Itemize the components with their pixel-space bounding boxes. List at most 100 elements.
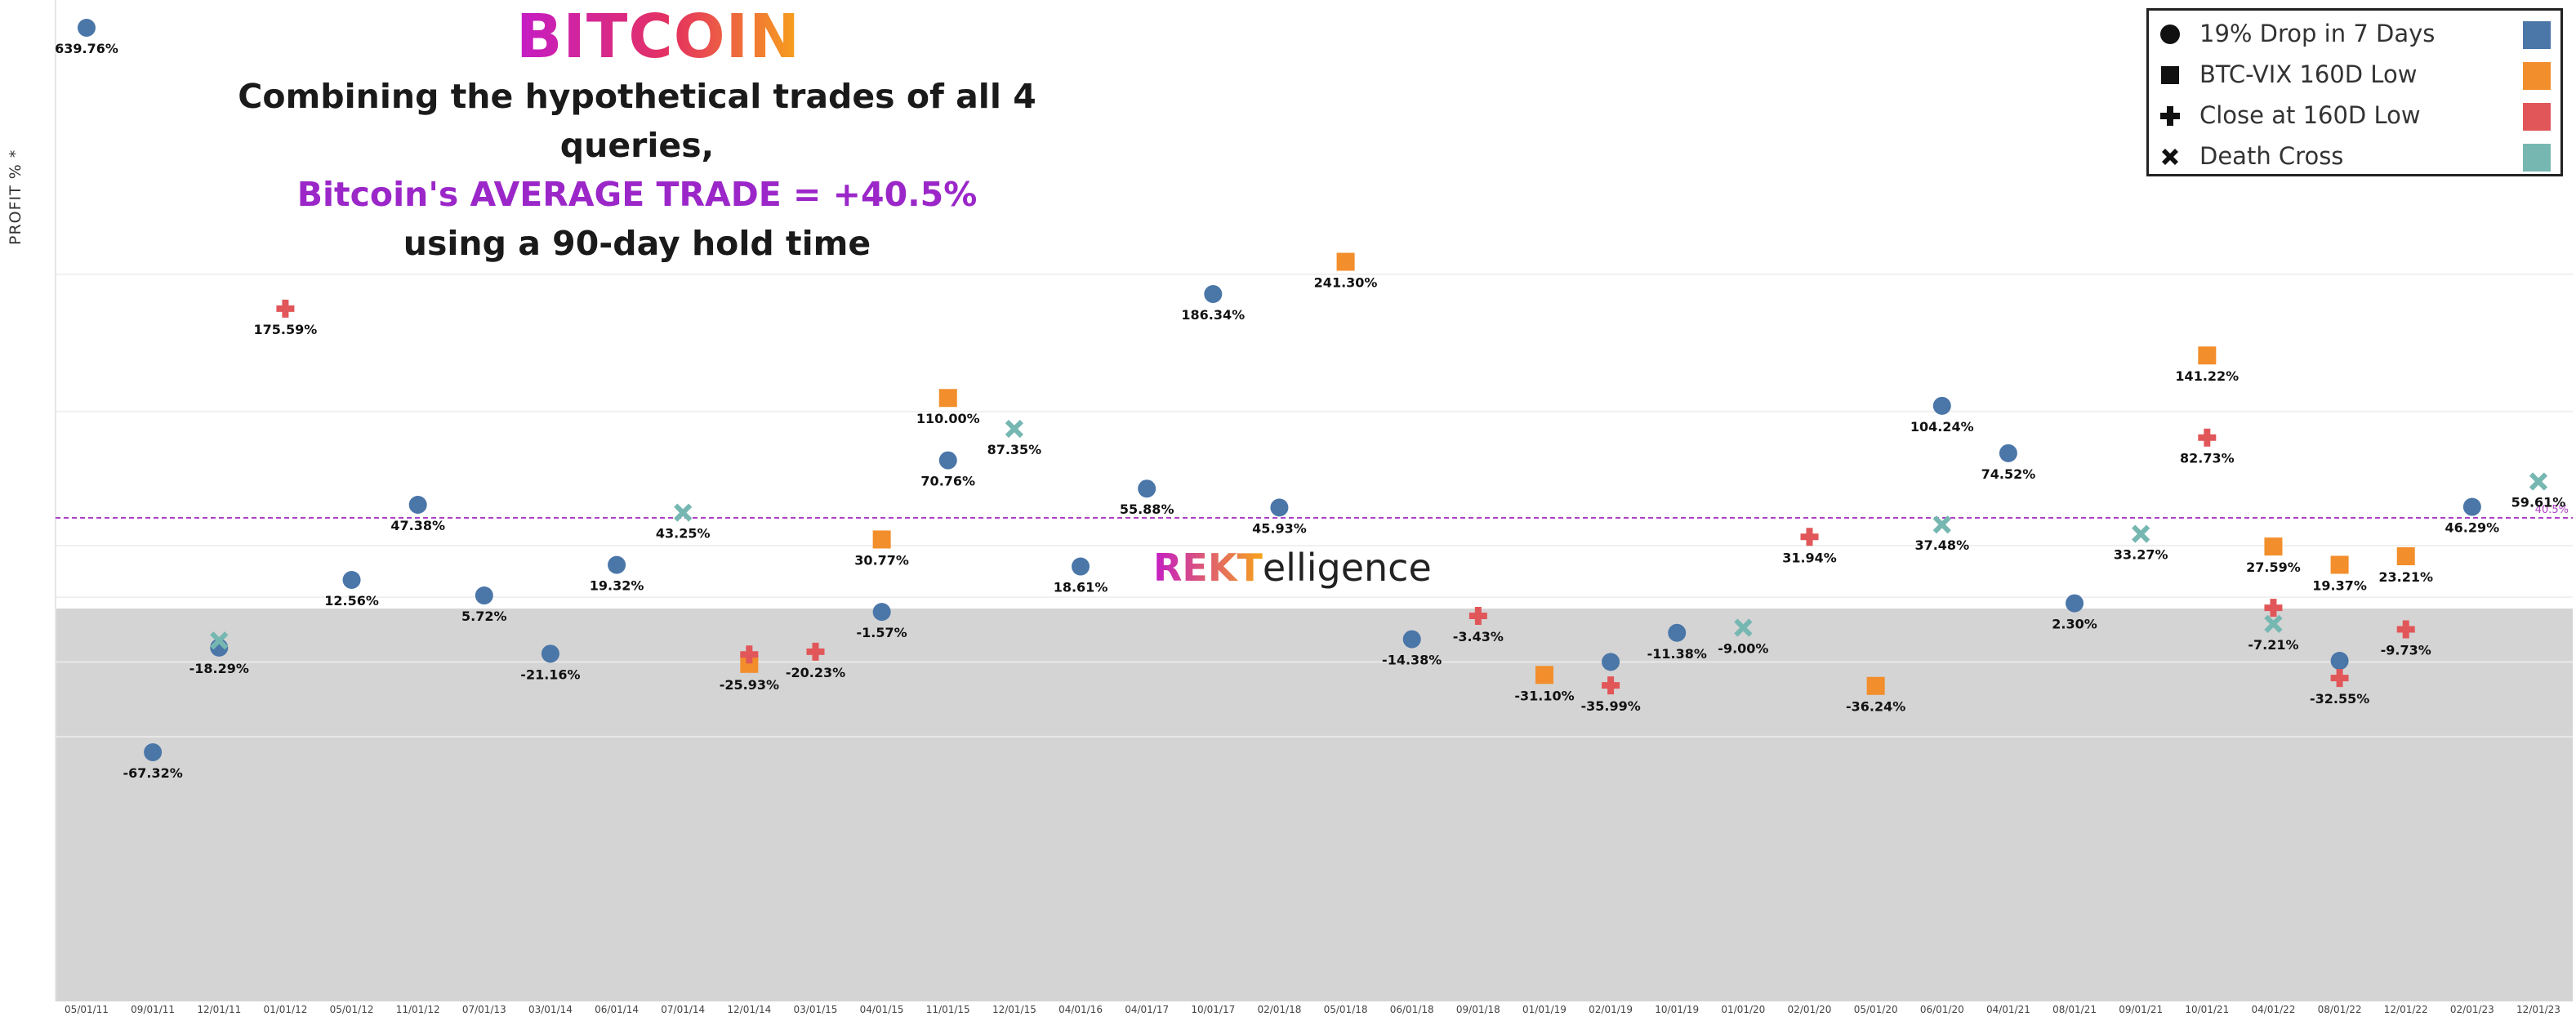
legend-item-death: Death Cross (2149, 136, 2560, 176)
data-point-plus (2396, 620, 2415, 639)
data-point-square (1866, 676, 1885, 695)
x-stroke (2529, 472, 2548, 491)
x-tick-label: 02/01/18 (1257, 1004, 1301, 1015)
data-label: -31.10% (1514, 688, 1574, 703)
data-point-square (2198, 346, 2217, 365)
x-tick-label: 09/01/18 (1456, 1004, 1500, 1015)
data-point-circle (1932, 396, 1951, 415)
data-point-square (2330, 555, 2349, 574)
data-label: 70.76% (920, 474, 975, 489)
x-stroke (1932, 515, 1951, 534)
x-tick-label: 10/01/19 (1655, 1004, 1699, 1015)
data-point-circle (408, 495, 427, 514)
x-tick-label: 02/01/23 (2450, 1004, 2494, 1015)
data-label: 110.00% (916, 411, 980, 426)
series-plus: 175.59% -20.23% -3.43% -35.99% 31.94% 82.73% -… (254, 299, 2431, 714)
data-label: -14.38% (1382, 653, 1442, 668)
x-tick-label: 11/01/12 (396, 1004, 440, 1015)
data-label: 241.30% (1314, 274, 1378, 290)
headline-line-3: using a 90-day hold time (403, 224, 871, 263)
data-point-circle (475, 586, 493, 605)
data-label: 12.56% (324, 593, 379, 609)
x-tick-label: 04/01/16 (1058, 1004, 1103, 1015)
data-point-plus (1602, 676, 1620, 695)
data-point-circle (1072, 557, 1090, 576)
legend-label: 19% Drop in 7 Days (2199, 20, 2436, 47)
x-tick-label: 01/01/20 (1721, 1004, 1765, 1015)
data-point-square (872, 530, 891, 549)
data-point-circle (1270, 498, 1289, 517)
data-point-x (2132, 524, 2150, 543)
data-point-circle (1999, 444, 2017, 462)
x-tick-label: 12/01/15 (992, 1004, 1036, 1015)
data-point-x (2264, 614, 2283, 633)
data-label: -20.23% (786, 665, 845, 680)
data-label: 45.93% (1252, 520, 1307, 536)
logo-part-1: REKT (1153, 546, 1263, 590)
data-label: 19.37% (2312, 577, 2367, 593)
x-tick-label: 12/01/22 (2384, 1004, 2428, 1015)
x-stroke (2132, 524, 2150, 543)
data-point-plus (276, 299, 295, 318)
x-tick-label: 02/01/20 (1788, 1004, 1832, 1015)
data-label: 74.52% (1981, 466, 2036, 482)
data-label: 59.61% (2511, 495, 2566, 510)
x-stroke (2264, 614, 2283, 633)
x-stroke (674, 503, 693, 522)
data-label: 2.30% (2052, 617, 2097, 632)
data-label: 186.34% (1181, 307, 1245, 323)
series-x: 43.25% 87.35% -9.00% 37.48% 33.27% -7.21% 59.6… (210, 419, 2566, 657)
x-tick-label: 04/01/17 (1125, 1004, 1169, 1015)
data-point-x (210, 631, 229, 650)
data-point-square (938, 389, 957, 408)
data-point-x (2529, 472, 2548, 491)
x-tick-label: 07/01/13 (462, 1004, 506, 1015)
data-point-plus (806, 642, 825, 661)
data-label: -21.16% (520, 667, 580, 682)
x-tick-label: 04/01/21 (1986, 1004, 2030, 1015)
data-label: -9.00% (1718, 641, 1768, 657)
data-point-circle (608, 555, 626, 574)
data-point-circle (1204, 285, 1223, 303)
logo-part-2: elligence (1262, 546, 1432, 590)
x-tick-label: 12/01/14 (727, 1004, 771, 1015)
x-tick-label: 10/01/17 (1191, 1004, 1235, 1015)
x-tick-label: 06/01/18 (1390, 1004, 1434, 1015)
data-label: -1.57% (857, 625, 907, 640)
data-label: 104.24% (1910, 419, 1974, 435)
data-point-circle (2462, 497, 2481, 516)
data-label: -67.32% (123, 765, 182, 781)
x-tick-label: 05/01/12 (330, 1004, 374, 1015)
x-tick-label: 06/01/14 (595, 1004, 639, 1015)
data-label: 55.88% (1120, 502, 1174, 517)
data-point-x (1005, 419, 1024, 439)
legend-swatch-death (2523, 144, 2551, 172)
data-label: 141.22% (2175, 368, 2239, 384)
data-label: 31.94% (1782, 550, 1837, 565)
data-point-circle (2066, 594, 2084, 613)
data-point-plus (2198, 428, 2217, 447)
data-point-plus (740, 645, 759, 664)
data-point-x (1734, 618, 1753, 637)
data-point-circle (342, 571, 361, 589)
data-label: -9.73% (2381, 642, 2431, 658)
x-tick-label: 05/01/11 (65, 1004, 109, 1015)
data-label: 639.76% (55, 41, 118, 56)
legend-item-close: Close at 160D Low (2149, 95, 2560, 136)
data-label: 33.27% (2114, 547, 2168, 563)
x-tick-label: 08/01/22 (2318, 1004, 2362, 1015)
x-tick-label: 04/01/22 (2252, 1004, 2296, 1015)
data-label: -3.43% (1453, 629, 1504, 644)
rektelligence-logo: REKTelligence (1153, 546, 1432, 590)
data-label: 30.77% (854, 552, 909, 568)
data-point-square (2396, 547, 2415, 566)
circle-icon (2160, 25, 2180, 44)
x-stroke (1734, 618, 1753, 637)
x-tick-label: 12/01/11 (197, 1004, 241, 1015)
legend-label: BTC-VIX 160D Low (2199, 60, 2418, 88)
headline: Combining the hypothetical trades of all… (212, 72, 1062, 268)
data-point-circle (1138, 479, 1157, 498)
data-point-circle (144, 743, 163, 761)
series-circle: 639.76% -67.32% -18.29% 12.56% 47.38% 5.72% -2… (55, 19, 2499, 781)
